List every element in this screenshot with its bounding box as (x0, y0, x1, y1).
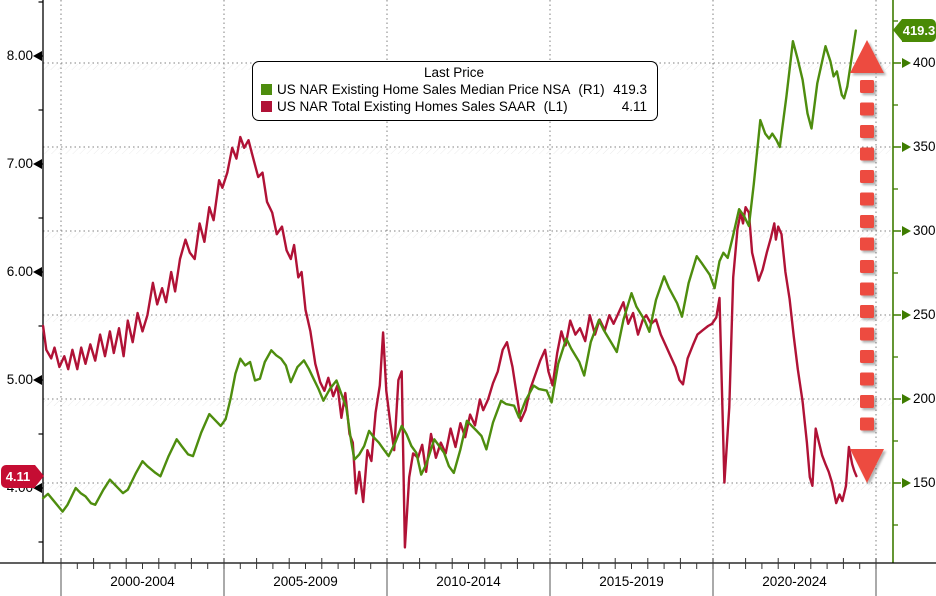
left-axis-tick-label: 8.00 (0, 47, 42, 65)
series-line-median-price (41, 29, 857, 513)
right-axis-tick-label: 250 (902, 306, 936, 324)
right-axis-tick-label: 300 (902, 222, 936, 240)
tick-arrow-right-icon (902, 310, 911, 320)
tick-arrow-left-icon (33, 51, 42, 61)
badge-pointer-icon (893, 19, 902, 42)
left-axis-tick-label: 5.00 (0, 371, 42, 389)
legend-series-label: US NAR Existing Home Sales Median Price … (277, 82, 571, 97)
legend-box: Last Price US NAR Existing Home Sales Me… (252, 61, 658, 121)
tick-arrow-left-icon (33, 267, 42, 277)
legend-axis-tag: (L1) (543, 99, 568, 114)
last-value-badge-left: 4.11 (1, 464, 44, 488)
tick-arrow-left-icon (33, 159, 42, 169)
vertical-gridlines (60, 0, 877, 563)
trend-arrow-annotation (850, 40, 884, 483)
x-axis-group-label: 2015-2019 (599, 574, 664, 589)
legend-last-value: 4.11 (621, 99, 647, 114)
legend-row-total-sales: US NAR Total Existing Homes Sales SAAR (… (261, 98, 647, 115)
left-axis-tick-label: 7.00 (0, 155, 42, 173)
legend-last-value: 419.3 (613, 82, 647, 97)
badge-pointer-icon (35, 464, 44, 487)
legend-title: Last Price (423, 65, 485, 80)
right-axis-tick-label: 150 (902, 474, 936, 492)
right-axis-tick-label: 400 (902, 54, 936, 72)
tick-arrow-right-icon (902, 394, 911, 404)
legend-series-label: US NAR Total Existing Homes Sales SAAR (277, 99, 536, 114)
x-axis-group-label: 2020-2024 (762, 574, 827, 589)
tick-arrow-right-icon (902, 226, 911, 236)
tick-arrow-left-icon (33, 483, 42, 493)
legend-row-median-price: US NAR Existing Home Sales Median Price … (261, 81, 647, 98)
tick-arrow-right-icon (902, 58, 911, 68)
tick-arrow-right-icon (902, 142, 911, 152)
right-axis-tick-label: 350 (902, 138, 936, 156)
tick-arrow-right-icon (902, 478, 911, 488)
tick-arrow-left-icon (33, 375, 42, 385)
left-axis-tick-label: 6.00 (0, 263, 42, 281)
legend-axis-tag: (R1) (578, 82, 605, 97)
legend-swatch-green-icon (261, 84, 272, 95)
legend-swatch-red-icon (261, 101, 272, 112)
x-axis-group-label: 2000-2004 (110, 574, 175, 589)
x-axis-group-label: 2005-2009 (273, 574, 338, 589)
x-axis-group-label: 2010-2014 (436, 574, 501, 589)
last-value-badge-right: 419.3 (893, 19, 936, 43)
right-axis-tick-label: 200 (902, 390, 936, 408)
